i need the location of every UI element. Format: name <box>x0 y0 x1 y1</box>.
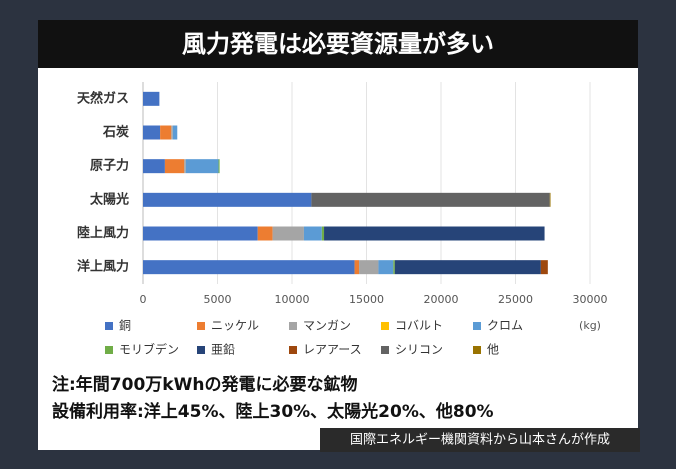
bar-segment <box>354 260 360 275</box>
bar-segment <box>143 91 160 106</box>
bar-segment <box>540 260 548 275</box>
bar-segment <box>185 159 219 174</box>
legend-swatch <box>381 322 389 330</box>
legend-swatch <box>473 322 481 330</box>
bar-segment <box>143 260 355 275</box>
bar-segment <box>218 159 220 174</box>
bar-segment <box>171 125 173 140</box>
bar-segment <box>143 226 258 241</box>
legend-label: シリコン <box>395 343 443 357</box>
legend-label: マンガン <box>303 319 351 333</box>
note: 注:年間700万kWhの発電に必要な鉱物 <box>52 374 357 395</box>
bar-segment <box>143 159 165 174</box>
x-tick-label: 20000 <box>424 293 459 306</box>
x-axis-label: (kg) <box>579 319 601 332</box>
x-tick-label: 25000 <box>498 293 533 306</box>
source-box <box>320 428 640 452</box>
title-bar <box>38 20 638 68</box>
legend-label: モリブデン <box>119 342 179 357</box>
legend-label: コバルト <box>395 319 443 333</box>
bar-segment <box>184 159 186 174</box>
legend-swatch <box>197 322 205 330</box>
bar-segment <box>321 226 325 241</box>
y-tick-label: 太陽光 <box>89 191 129 207</box>
legend-label: 他 <box>487 343 499 357</box>
y-tick-label: 天然ガス <box>77 90 129 106</box>
bar-segment <box>143 125 161 140</box>
bar-segment <box>393 260 395 275</box>
note: 設備利用率:洋上45%、陸上30%、太陽光20%、他80% <box>52 401 494 422</box>
bar-segment <box>160 125 172 140</box>
y-tick-label: 石炭 <box>102 124 129 140</box>
legend-label: 亜鉛 <box>211 343 235 357</box>
legend-swatch <box>289 346 297 354</box>
bar-segment <box>303 226 322 241</box>
legend-label: 銅 <box>119 319 131 333</box>
legend-swatch <box>105 346 113 354</box>
bar-segment <box>324 226 545 241</box>
x-tick-label: 0 <box>140 293 147 306</box>
legend-swatch <box>289 322 297 330</box>
x-tick-label: 15000 <box>349 293 384 306</box>
bar-segment <box>257 226 273 241</box>
bar-segment <box>359 260 379 275</box>
x-tick-label: 5000 <box>204 293 232 306</box>
bar-segment <box>311 192 550 207</box>
legend-swatch <box>105 322 113 330</box>
legend-label: クロム <box>487 319 523 333</box>
y-tick-label: 原子力 <box>90 158 129 174</box>
x-tick-label: 10000 <box>275 293 310 306</box>
source: 国際エネルギー機関資料から山本さんが作成 <box>350 433 610 448</box>
legend-swatch <box>473 346 481 354</box>
bar-segment <box>549 192 551 207</box>
legend-swatch <box>197 346 205 354</box>
bar-segment <box>172 125 178 140</box>
bar-segment <box>378 260 394 275</box>
legend-swatch <box>381 346 389 354</box>
chart-panel <box>38 68 638 450</box>
bar-segment <box>164 159 185 174</box>
legend-label: ニッケル <box>211 319 259 333</box>
bar-segment <box>394 260 541 275</box>
y-tick-label: 陸上風力 <box>77 225 129 241</box>
bar-segment <box>143 192 312 207</box>
bar-segment <box>272 226 304 241</box>
y-tick-label: 洋上風力 <box>77 259 129 275</box>
x-tick-label: 30000 <box>573 293 608 306</box>
legend-label: レアアース <box>303 343 362 357</box>
chart-title: 風力発電は必要資源量が多い <box>182 30 494 58</box>
